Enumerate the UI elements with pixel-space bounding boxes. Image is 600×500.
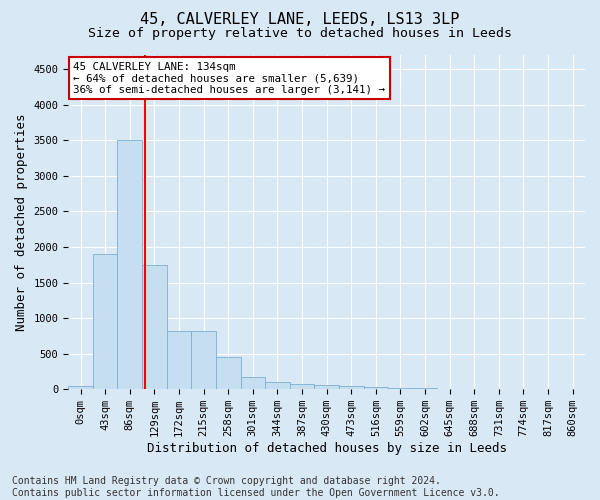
Text: Size of property relative to detached houses in Leeds: Size of property relative to detached ho…	[88, 28, 512, 40]
Bar	[216, 357, 241, 389]
Bar	[413, 388, 437, 389]
Text: 45, CALVERLEY LANE, LEEDS, LS13 3LP: 45, CALVERLEY LANE, LEEDS, LS13 3LP	[140, 12, 460, 28]
X-axis label: Distribution of detached houses by size in Leeds: Distribution of detached houses by size …	[146, 442, 506, 455]
Bar	[191, 330, 216, 389]
Bar	[265, 382, 290, 389]
Bar	[118, 140, 142, 389]
Bar	[68, 386, 93, 389]
Bar	[290, 384, 314, 389]
Bar	[241, 377, 265, 389]
Bar	[388, 388, 413, 389]
Bar	[167, 330, 191, 389]
Y-axis label: Number of detached properties: Number of detached properties	[15, 114, 28, 331]
Bar	[314, 386, 339, 389]
Bar	[93, 254, 118, 389]
Bar	[462, 388, 487, 389]
Text: Contains HM Land Registry data © Crown copyright and database right 2024.
Contai: Contains HM Land Registry data © Crown c…	[12, 476, 500, 498]
Bar	[437, 388, 462, 389]
Bar	[142, 265, 167, 389]
Bar	[364, 387, 388, 389]
Text: 45 CALVERLEY LANE: 134sqm
← 64% of detached houses are smaller (5,639)
36% of se: 45 CALVERLEY LANE: 134sqm ← 64% of detac…	[73, 62, 385, 95]
Bar	[339, 386, 364, 389]
